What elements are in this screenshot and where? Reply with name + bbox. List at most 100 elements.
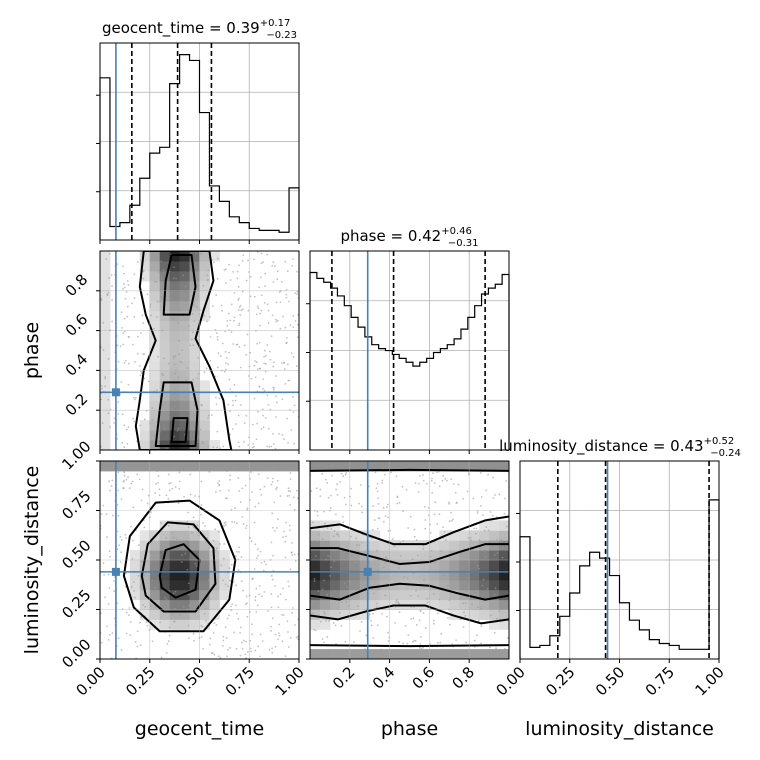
sample-point	[377, 503, 380, 505]
sample-point	[101, 422, 104, 424]
sample-point	[474, 591, 476, 594]
sample-point	[246, 507, 249, 510]
density-cell	[129, 550, 141, 561]
sample-point	[471, 603, 473, 606]
sample-point	[446, 479, 448, 482]
density-cell	[169, 340, 181, 351]
sample-point	[256, 342, 258, 345]
sample-point	[452, 562, 455, 565]
sample-point	[482, 514, 484, 517]
density-cell	[219, 569, 230, 581]
sample-point	[216, 482, 219, 485]
sample-point	[129, 621, 132, 623]
sample-point	[132, 396, 135, 399]
sample-point	[229, 279, 232, 281]
sample-point	[118, 544, 120, 547]
density-cell	[209, 440, 220, 450]
sample-point	[230, 303, 233, 306]
sample-point	[254, 376, 257, 379]
sample-point	[291, 554, 294, 556]
title-sup: +0.17	[260, 18, 291, 29]
sample-point	[386, 558, 389, 560]
sample-point	[187, 582, 190, 585]
sample-point	[288, 524, 291, 527]
sample-point	[227, 585, 230, 588]
density-cell	[319, 550, 331, 561]
sample-point	[167, 524, 170, 527]
sample-point	[187, 593, 190, 596]
density-cell	[339, 649, 351, 659]
sample-point	[167, 497, 170, 500]
sample-point	[365, 465, 368, 468]
sample-point	[277, 319, 279, 322]
sample-point	[282, 614, 285, 617]
density-cell	[100, 300, 111, 312]
sample-point	[251, 446, 254, 449]
sample-point	[120, 311, 123, 314]
sample-point	[358, 544, 361, 546]
sample-point	[125, 632, 128, 635]
sample-point	[377, 497, 379, 500]
y-tick-label: 0.00	[58, 635, 94, 671]
sample-point	[289, 472, 292, 474]
sample-point	[271, 617, 274, 620]
sample-point	[310, 490, 313, 492]
density-cell	[159, 461, 171, 472]
sample-point	[450, 511, 453, 514]
sample-point	[200, 513, 202, 516]
x-tick-label: 0.75	[642, 663, 678, 699]
sample-point	[326, 636, 329, 638]
contour-line	[310, 515, 509, 546]
sample-point	[170, 297, 173, 300]
sample-point	[161, 372, 164, 375]
density-cell	[209, 461, 220, 472]
sample-point	[189, 493, 192, 496]
sample-point	[391, 538, 394, 540]
density-cell	[179, 280, 191, 292]
density-cell	[100, 350, 111, 361]
sample-point	[242, 639, 245, 642]
density-cell	[129, 589, 141, 601]
sample-point	[192, 632, 195, 635]
sample-point	[178, 471, 181, 474]
sample-point	[238, 322, 241, 325]
density-cell	[469, 609, 480, 620]
sample-point	[376, 490, 379, 493]
sample-point	[263, 485, 266, 488]
sample-point	[410, 618, 413, 620]
sample-point	[173, 363, 176, 366]
sample-point	[432, 472, 434, 475]
density-cell	[479, 589, 490, 601]
density-cell	[409, 540, 420, 551]
density-cell	[239, 461, 250, 472]
sample-point	[111, 285, 113, 287]
sample-point	[122, 282, 125, 285]
sample-point	[100, 641, 103, 644]
sample-point	[123, 317, 126, 320]
sample-point	[425, 482, 428, 485]
density-cell	[489, 609, 500, 620]
density-cell	[339, 599, 351, 610]
sample-point	[232, 343, 235, 345]
sample-point	[150, 551, 152, 554]
sample-point	[207, 417, 210, 419]
sample-point	[267, 322, 270, 324]
sample-point	[276, 401, 278, 404]
x-tick-label: 0.50	[592, 663, 628, 699]
sample-point	[208, 643, 211, 646]
density-cell	[379, 461, 391, 472]
sample-point	[356, 605, 359, 608]
sample-point	[319, 488, 322, 491]
sample-point	[155, 281, 158, 283]
contour-line	[310, 644, 509, 648]
sample-point	[402, 540, 405, 543]
sample-point	[229, 410, 232, 413]
density-cell	[179, 550, 191, 561]
sample-point	[398, 566, 400, 569]
sample-point	[166, 299, 169, 302]
sample-point	[311, 521, 314, 524]
sample-point	[183, 463, 185, 466]
density-cell	[189, 380, 200, 391]
sample-point	[188, 604, 191, 607]
sample-point	[124, 533, 127, 536]
